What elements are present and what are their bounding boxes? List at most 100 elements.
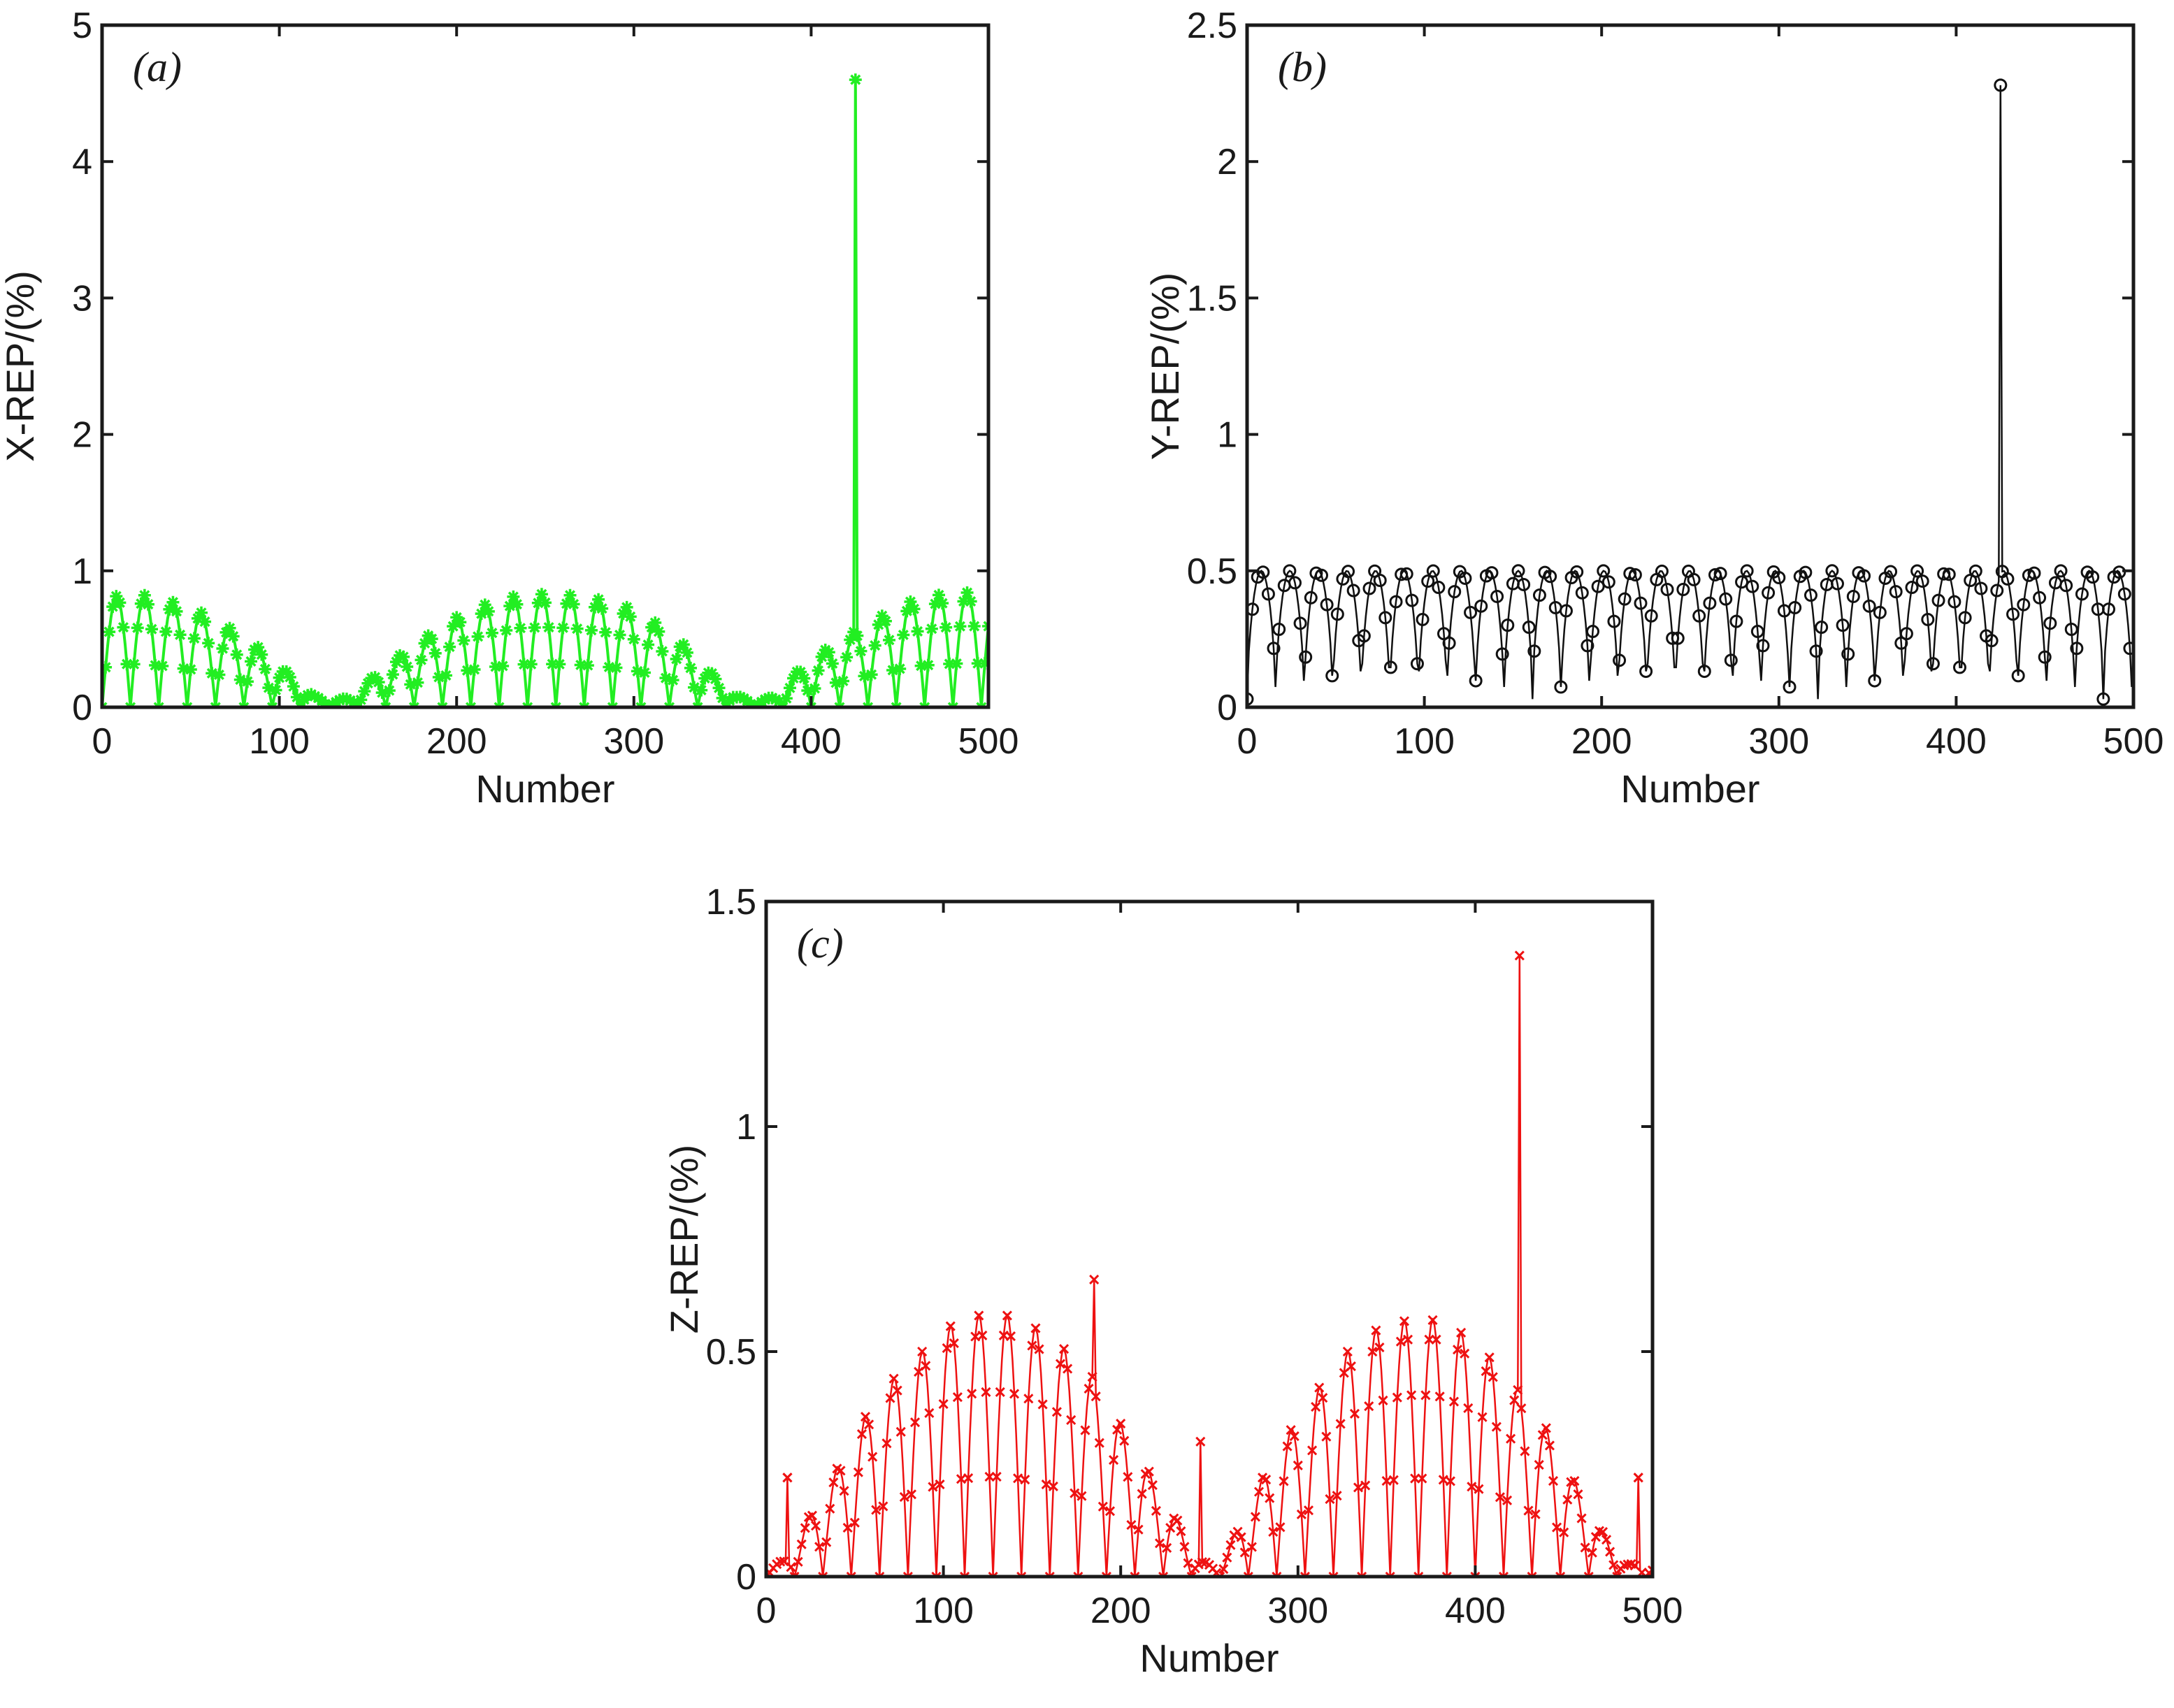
data-point	[917, 1346, 928, 1357]
data-point	[475, 607, 488, 621]
data-point	[1671, 631, 1685, 645]
data-point	[1332, 1491, 1342, 1501]
data-point	[666, 674, 679, 687]
x-tick-label: 500	[2103, 721, 2164, 762]
data-point	[468, 663, 481, 676]
data-point	[510, 598, 524, 611]
data-point	[259, 663, 272, 676]
y-tick-label: 1	[1217, 415, 1237, 456]
data-point	[1261, 587, 1275, 601]
data-point	[659, 672, 672, 685]
data-point	[1130, 1571, 1140, 1577]
data-point	[2059, 579, 2073, 593]
data-point	[173, 628, 187, 642]
x-tick-label: 0	[92, 721, 113, 762]
data-point	[1410, 657, 1424, 671]
data-point	[1176, 1526, 1186, 1537]
data-point	[567, 598, 580, 611]
data-point	[432, 670, 445, 683]
data-point	[1009, 1389, 1020, 1399]
data-point	[535, 588, 548, 601]
data-point	[840, 651, 854, 664]
data-point	[1374, 1342, 1385, 1353]
data-point	[2017, 598, 2031, 611]
data-point	[1362, 581, 1376, 595]
data-point	[1836, 618, 1850, 632]
data-point	[1342, 1346, 1353, 1357]
data-point	[145, 623, 159, 636]
data-point	[1692, 609, 1706, 623]
data-point	[1421, 574, 1435, 588]
data-point	[531, 596, 545, 609]
data-point	[1247, 602, 1260, 616]
data-point	[1448, 1396, 1460, 1407]
data-point	[1532, 588, 1546, 602]
data-point	[1335, 1419, 1346, 1429]
data-point	[599, 625, 612, 639]
data-point	[1402, 1334, 1413, 1345]
data-point	[1349, 1408, 1360, 1419]
data-point	[695, 683, 708, 697]
data-point	[868, 639, 881, 652]
data-point	[888, 1373, 899, 1384]
data-point	[1051, 1407, 1062, 1417]
data-point	[878, 1501, 888, 1512]
data-point	[127, 658, 141, 671]
data-point	[1477, 1412, 1488, 1422]
data-point	[610, 661, 623, 674]
data-point	[1261, 1475, 1272, 1485]
data-point	[528, 621, 541, 634]
data-point	[1562, 1494, 1573, 1505]
data-point	[358, 685, 371, 698]
data-point	[485, 626, 498, 639]
data-point	[372, 676, 385, 689]
y-axis-label: Y-REP/(%)	[1143, 273, 1187, 461]
data-point	[1162, 1542, 1172, 1553]
x-tick-label: 300	[1748, 721, 1809, 762]
data-point	[287, 680, 300, 693]
data-point	[1002, 1310, 1012, 1321]
data-point	[159, 625, 173, 638]
data-point	[375, 686, 389, 700]
data-point	[1293, 1460, 1303, 1470]
data-point	[1314, 1382, 1325, 1393]
series-markers-c	[766, 1310, 1653, 1577]
data-point	[1485, 566, 1499, 580]
data-point	[1041, 1479, 1051, 1490]
data-point	[1788, 601, 1802, 615]
data-point	[928, 598, 942, 611]
data-point	[134, 597, 147, 610]
spike-point	[1514, 950, 1525, 961]
data-point	[596, 602, 609, 615]
data-point	[1618, 592, 1632, 606]
data-point	[1520, 1446, 1530, 1456]
data-point	[187, 632, 201, 645]
data-point	[2101, 602, 2115, 616]
x-tick-label: 100	[913, 1591, 974, 1631]
data-point	[971, 657, 984, 670]
spike-point	[849, 73, 862, 87]
data-point	[631, 665, 644, 678]
data-point	[1416, 612, 1430, 626]
data-point	[1250, 1512, 1261, 1522]
data-point	[581, 659, 594, 672]
data-point	[1825, 564, 1839, 578]
data-point	[1597, 564, 1611, 578]
data-point	[149, 658, 162, 672]
data-point	[1484, 1352, 1495, 1363]
data-point	[865, 668, 878, 681]
data-point	[454, 616, 467, 629]
data-point	[1119, 1435, 1130, 1446]
data-point	[902, 1571, 913, 1577]
data-point	[1303, 1505, 1314, 1516]
data-point	[1197, 1557, 1207, 1568]
data-point	[1687, 572, 1701, 586]
data-point	[907, 602, 921, 616]
data-point	[656, 644, 669, 658]
data-point	[1458, 571, 1472, 585]
data-point	[825, 1503, 835, 1514]
data-point	[1112, 1424, 1123, 1435]
data-point	[853, 1467, 863, 1477]
data-point	[1434, 1391, 1445, 1402]
data-point	[844, 633, 857, 646]
